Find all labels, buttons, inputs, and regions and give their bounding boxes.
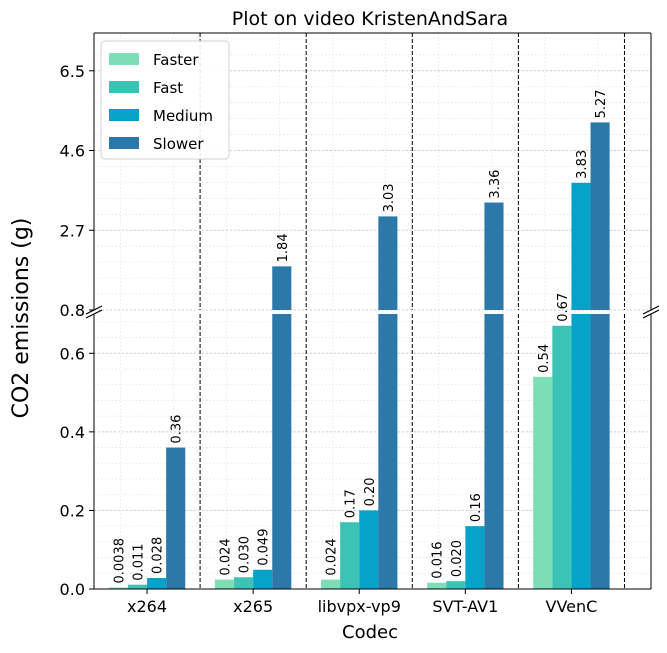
data-label: 1.84 (276, 233, 291, 262)
bar-fast-libvpx-vp9 (340, 522, 360, 589)
legend-label-medium: Medium (153, 107, 213, 125)
bar-faster-x264 (108, 587, 128, 589)
bar-slower-VVenC-upper (590, 122, 610, 311)
y-tick-label: 0.2 (60, 501, 85, 520)
legend-swatch-fast (109, 81, 139, 93)
axes: 0.0 0.2 0.4 0.6 0.8 2.7 4.6 6.5 x264 x265 libvpx-v… (60, 32, 660, 616)
bar-slower-VVenC-lower (590, 314, 610, 589)
x-tick-label: libvpx-vp9 (318, 597, 401, 616)
y-tick-label: 2.7 (60, 221, 85, 240)
y-tick-label: 6.5 (60, 62, 85, 81)
data-label: 0.16 (469, 493, 484, 522)
legend-swatch-medium (109, 109, 139, 121)
data-label: 0.016 (431, 541, 446, 578)
legend-label-fast: Fast (153, 79, 183, 97)
data-label: 3.36 (488, 170, 503, 199)
legend-label-slower: Slower (153, 135, 204, 153)
bar-faster-libvpx-vp9 (321, 579, 341, 589)
bar-faster-VVenC (533, 376, 553, 589)
data-label: 0.67 (556, 293, 571, 322)
y-tick-label: 0.4 (60, 423, 85, 442)
x-axis-label: Codec (342, 622, 398, 643)
x-tick-label: x264 (127, 597, 167, 616)
bar-medium-SVT-AV1 (465, 526, 485, 589)
bar-fast-x265 (234, 577, 254, 589)
data-label: 3.03 (382, 183, 397, 212)
bar-slower-x265-upper (272, 266, 292, 310)
bar-medium-x264 (147, 578, 167, 589)
axis-break-mark (85, 309, 103, 319)
data-label: 0.024 (218, 538, 233, 575)
bars (108, 122, 610, 589)
data-label: 0.36 (170, 415, 185, 444)
data-label: 0.024 (325, 538, 340, 575)
data-label: 0.028 (151, 537, 166, 574)
data-label: 0.17 (344, 489, 359, 518)
y-tick-label: 0.6 (60, 344, 85, 363)
bar-slower-x265-lower (272, 314, 292, 589)
legend-box (100, 40, 230, 160)
bar-slower-x264 (166, 447, 186, 589)
bar-fast-VVenC (552, 325, 572, 589)
bar-medium-libvpx-vp9 (359, 510, 379, 589)
y-axis-label: CO2 emissions (g) (9, 218, 34, 419)
legend-swatch-faster (109, 53, 139, 65)
data-label: 0.030 (238, 536, 253, 573)
bar-slower-libvpx-vp9-lower (378, 314, 398, 589)
bar-slower-SVT-AV1-lower (484, 314, 504, 589)
data-label: 0.020 (450, 540, 465, 577)
x-tick-label: VVenC (546, 597, 598, 616)
axis-break-mark (642, 309, 660, 319)
bar-slower-SVT-AV1-upper (484, 202, 504, 310)
bar-faster-SVT-AV1 (427, 582, 447, 589)
bar-medium-VVenC-lower (571, 314, 591, 589)
bar-medium-x265 (253, 569, 273, 589)
bar-slower-libvpx-vp9-upper (378, 216, 398, 310)
data-label: 0.54 (537, 344, 552, 373)
data-label: 5.27 (594, 89, 609, 118)
bar-medium-VVenC-upper (571, 182, 591, 310)
y-tick-label: 0.8 (60, 301, 85, 320)
data-label: 0.011 (131, 543, 146, 580)
data-label: 3.83 (575, 150, 590, 179)
data-label: 0.20 (363, 477, 378, 506)
chart-title: Plot on video KristenAndSara (232, 8, 508, 30)
x-tick-label: SVT-AV1 (432, 597, 498, 616)
y-tick-label: 4.6 (60, 142, 85, 161)
legend-label-faster: Faster (153, 51, 199, 69)
data-label: 0.0038 (112, 538, 127, 584)
bar-fast-x264 (127, 584, 148, 589)
legend-swatch-slower (109, 137, 139, 149)
bar-fast-SVT-AV1 (446, 581, 466, 589)
bar-faster-x265 (214, 579, 235, 589)
data-label: 0.049 (257, 529, 272, 566)
x-tick-label: x265 (233, 597, 273, 616)
data-labels: 0.0038 0.024 0.024 0.016 0.54 0.011 0.030 0.17 0… (112, 89, 609, 583)
y-tick-label: 0.0 (60, 580, 85, 599)
axis-break-mark (642, 305, 660, 315)
legend: Faster Fast Medium Slower (100, 40, 230, 160)
